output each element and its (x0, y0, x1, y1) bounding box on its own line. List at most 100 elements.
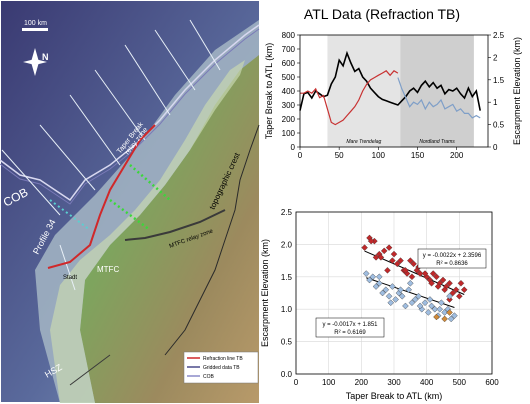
profile-lines (1, 19, 221, 291)
data-point (441, 309, 448, 316)
top-chart-title: ATL Data (Refraction TB) (304, 6, 460, 22)
bottom-y-axis-label: Escarpment Elevation (km) (260, 239, 270, 347)
x-tick-label: 0 (298, 151, 303, 160)
map-label-mtfc: MTFC (97, 265, 119, 274)
data-point (372, 283, 380, 290)
data-point (405, 286, 412, 294)
data-point (415, 292, 422, 300)
data-point (441, 315, 448, 323)
data-point (456, 292, 463, 300)
region-label: Nordland Trams (419, 139, 455, 145)
x-tick-label: 100 (372, 151, 386, 160)
mtfc-line (124, 209, 226, 241)
gridded-dash-3 (49, 199, 91, 231)
y-tick-label: 2.5 (281, 208, 293, 217)
data-point (407, 257, 414, 264)
legend-gridded: Gridded data TB (203, 365, 240, 371)
data-point (407, 279, 414, 287)
x-tick-label: 400 (420, 378, 434, 387)
north-label: N (42, 52, 49, 62)
land-area (80, 55, 259, 403)
trend-r-squared: R² = 0.6169 (334, 330, 366, 336)
data-point (426, 296, 434, 303)
top-y2-axis-label: Escarpment Elevation (km) (512, 37, 522, 145)
series-line-2 (397, 77, 481, 119)
data-point (380, 247, 388, 255)
map-panel: 100 km N COB Profile 34 Taper Break rela… (0, 1, 260, 403)
map-label-stadt: Stadt (63, 275, 77, 281)
bottom-x-axis-label: Taper Break to ATL (km) (346, 391, 443, 401)
data-point (451, 312, 458, 319)
data-point (382, 286, 390, 294)
data-point (446, 292, 453, 300)
data-point (441, 286, 448, 294)
y-tick-label: 0.0 (281, 370, 293, 379)
data-point (366, 276, 373, 284)
top-chart: ATL Data (Refraction TB) Mare Trendelag N… (264, 6, 522, 160)
y-tick-label: 400 (282, 87, 296, 96)
gridded-dash-1 (109, 199, 151, 231)
data-point (416, 302, 424, 310)
data-point (452, 286, 460, 294)
region-band (400, 35, 474, 147)
y2-tick-label: 2 (493, 53, 498, 62)
cob-line (0, 24, 260, 202)
data-point (447, 315, 455, 323)
data-point (449, 289, 457, 297)
data-point (408, 299, 416, 307)
data-point (397, 286, 404, 294)
y2-tick-label: 1.5 (493, 76, 505, 85)
y-tick-label: 0 (291, 143, 296, 152)
gridded-dash-2 (129, 164, 171, 201)
y-tick-label: 1.5 (281, 273, 293, 282)
data-point (439, 276, 447, 284)
data-point (433, 313, 440, 321)
y-tick-label: 0.5 (281, 338, 293, 347)
y2-tick-label: 2.5 (493, 31, 505, 40)
data-point (367, 237, 375, 245)
scale-bar (22, 28, 48, 31)
data-point (385, 292, 393, 300)
y2-tick-label: 0 (493, 143, 498, 152)
series-line-1 (300, 70, 399, 126)
data-point (410, 260, 417, 268)
data-point (376, 273, 383, 281)
bottom-chart: 0 100 200 300 400 500 600 0.0 0.5 1.0 1.5 2.0 2.5 y … (260, 208, 499, 401)
data-point (384, 267, 391, 274)
data-point (397, 257, 404, 264)
data-point (425, 309, 432, 316)
y-tick-label: 2.0 (281, 240, 293, 249)
x-tick-label: 600 (485, 378, 499, 387)
y-tick-label: 1.0 (281, 305, 293, 314)
scale-label: 100 km (24, 20, 47, 27)
data-point (428, 279, 435, 287)
x-tick-label: 200 (450, 151, 464, 160)
cob-line-inner (0, 28, 260, 205)
x-tick-label: 500 (453, 378, 467, 387)
bottom-plot-frame (295, 211, 493, 375)
data-point (411, 296, 419, 303)
trend-equation: y = -0.0022x + 2.3596 (423, 253, 482, 259)
data-point (433, 273, 440, 281)
legend-refraction: Refraction line TB (203, 356, 243, 362)
y2-tick-label: 0.5 (493, 121, 505, 130)
region-band (327, 35, 401, 147)
data-point (392, 296, 399, 303)
x-tick-label: 100 (322, 378, 336, 387)
x-tick-label: 150 (411, 151, 425, 160)
topographic-crest-line (164, 124, 260, 356)
x-tick-label: 0 (294, 378, 299, 387)
data-point (398, 292, 406, 300)
data-point (416, 270, 424, 277)
data-point (385, 244, 393, 251)
data-point (390, 250, 398, 258)
data-point (429, 270, 437, 277)
data-point (446, 309, 453, 316)
x-tick-label: 50 (335, 151, 344, 160)
y-tick-label: 800 (282, 31, 296, 40)
north-arrow-icon (23, 48, 47, 76)
data-point (434, 283, 442, 290)
x-tick-label: 200 (355, 378, 369, 387)
data-point (372, 254, 380, 261)
